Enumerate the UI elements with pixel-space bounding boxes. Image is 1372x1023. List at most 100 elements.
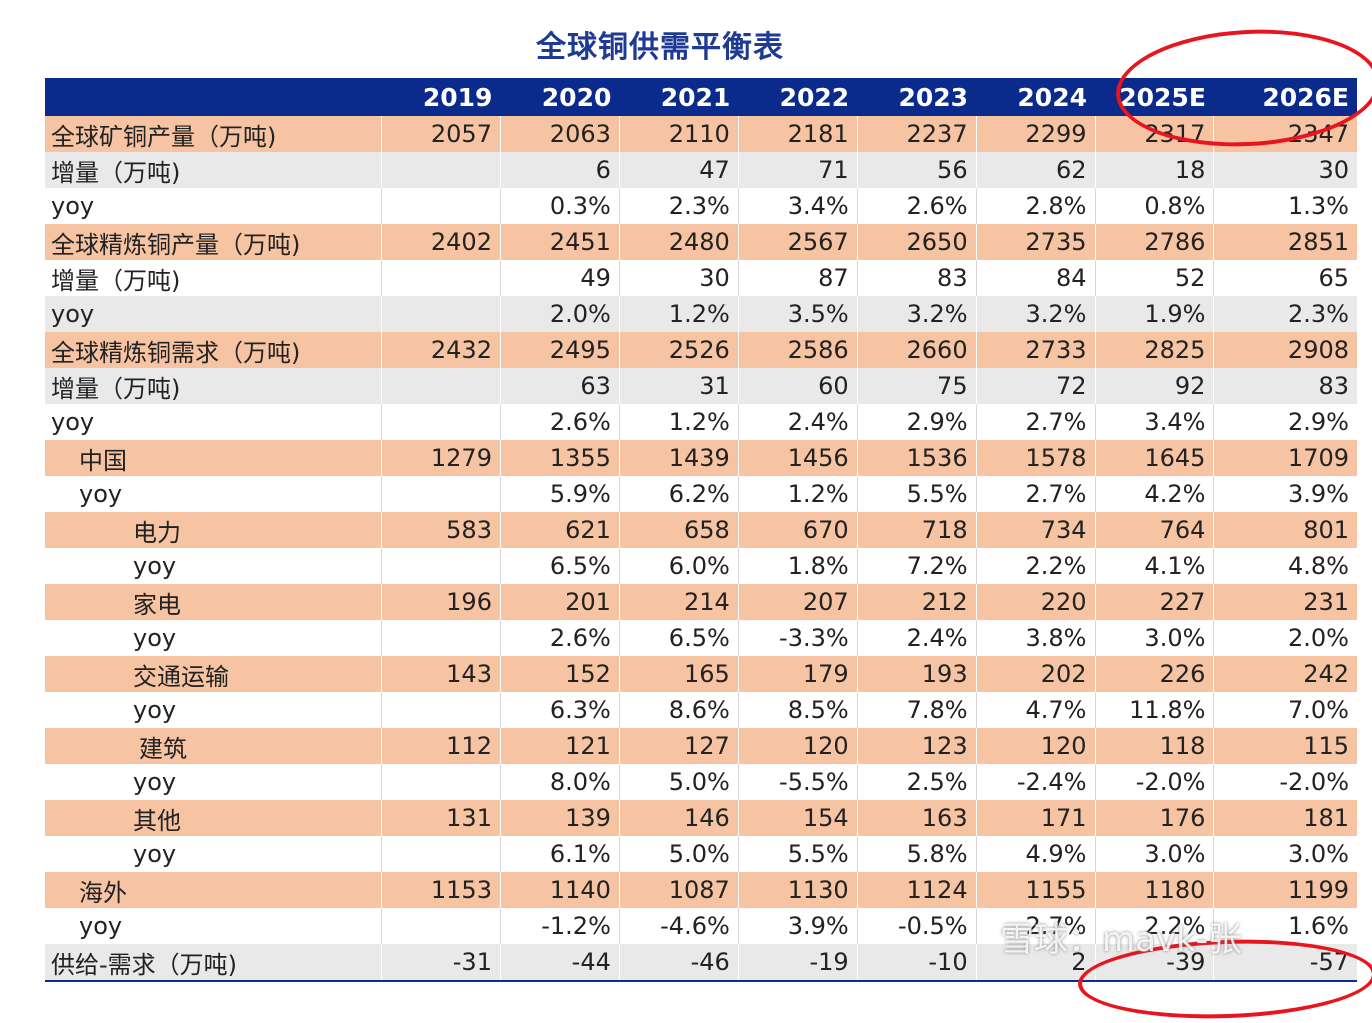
table-cell: 2 xyxy=(975,944,1095,982)
table-cell: 2.4% xyxy=(737,404,858,440)
table-cell: 1.2% xyxy=(618,404,739,440)
table-cell: -39 xyxy=(1094,944,1214,982)
header-year-2026E: 2026E xyxy=(1213,78,1357,116)
row-label: 中国 xyxy=(45,440,382,476)
table-cell: 5.5% xyxy=(856,476,977,512)
table-cell: 3.4% xyxy=(1094,404,1214,440)
table-cell: 6.3% xyxy=(499,692,620,728)
watermark: 雪球：mavk-张 xyxy=(1000,920,1243,960)
table-cell: 5.5% xyxy=(737,836,858,872)
table-cell: 1.8% xyxy=(737,548,858,584)
table-cell: 84 xyxy=(975,260,1095,296)
header-year-2024: 2024 xyxy=(976,78,1095,116)
table-cell: -5.5% xyxy=(737,764,858,800)
table-cell: 4.2% xyxy=(1094,476,1214,512)
table-row: yoy 6.1% 5.0% 5.5% 5.8% 4.9% 3.0% 3.0% xyxy=(45,836,1357,872)
table-cell: 202 xyxy=(975,656,1095,692)
table-title: 全球铜供需平衡表 xyxy=(536,30,784,65)
row-label: 供给-需求（万吨) xyxy=(45,944,382,982)
table-cell: 8.6% xyxy=(618,692,739,728)
table-cell: 1199 xyxy=(1213,872,1357,908)
table-row: yoy 2.6% 1.2% 2.4% 2.9% 2.7% 3.4% 2.9% xyxy=(45,404,1357,440)
table-cell: 207 xyxy=(737,584,858,620)
row-label: 全球精炼铜需求（万吨) xyxy=(45,332,382,368)
table-cell: 75 xyxy=(856,368,977,404)
table-cell: 30 xyxy=(1213,152,1357,188)
table-cell: 2.7% xyxy=(975,908,1095,944)
table-cell: 193 xyxy=(856,656,977,692)
row-label: 交通运输 xyxy=(45,656,382,692)
table-cell: 2851 xyxy=(1213,224,1357,260)
table-cell: 49 xyxy=(499,260,620,296)
table-cell: 143 xyxy=(381,656,501,692)
table-cell: 18 xyxy=(1094,152,1214,188)
table-cell: 2.7% xyxy=(975,404,1095,440)
row-label: yoy xyxy=(45,476,382,512)
table-cell: 6.5% xyxy=(618,620,739,656)
table-cell xyxy=(381,908,501,944)
table-cell: 171 xyxy=(975,800,1095,836)
table-cell: 1355 xyxy=(499,440,620,476)
row-label: 电力 xyxy=(45,512,382,548)
table-cell: 3.2% xyxy=(856,296,977,332)
table-cell: 30 xyxy=(618,260,739,296)
table-cell: 112 xyxy=(381,728,501,764)
table-row: yoy 6.5% 6.0% 1.8% 7.2% 2.2% 4.1% 4.8% xyxy=(45,548,1357,584)
table-cell: 801 xyxy=(1213,512,1357,548)
table-cell: 52 xyxy=(1094,260,1214,296)
table-cell: 1140 xyxy=(499,872,620,908)
table-cell: 1645 xyxy=(1094,440,1214,476)
table-cell: 8.0% xyxy=(499,764,620,800)
table-cell: 2057 xyxy=(381,116,501,152)
table-cell: 2586 xyxy=(737,332,858,368)
table-cell: 2.3% xyxy=(1213,296,1357,332)
table-cell: 5.0% xyxy=(618,764,739,800)
table-cell: 2.9% xyxy=(856,404,977,440)
table-cell: 2451 xyxy=(499,224,620,260)
table-cell xyxy=(381,476,501,512)
table-cell: 1536 xyxy=(856,440,977,476)
row-label: yoy xyxy=(45,188,382,224)
table-cell: 31 xyxy=(618,368,739,404)
row-label: yoy xyxy=(45,764,382,800)
table-row: 交通运输 143 152 165 179 193 202 226 242 xyxy=(45,656,1357,692)
table-row: yoy 0.3% 2.3% 3.4% 2.6% 2.8% 0.8% 1.3% xyxy=(45,188,1357,224)
table-cell: 11.8% xyxy=(1094,692,1214,728)
table-cell: -44 xyxy=(499,944,620,982)
table-cell: 2.7% xyxy=(975,476,1095,512)
table-cell: 71 xyxy=(737,152,858,188)
table-cell: 201 xyxy=(499,584,620,620)
table-cell: 670 xyxy=(737,512,858,548)
table-cell: 118 xyxy=(1094,728,1214,764)
table-cell: 2.0% xyxy=(1213,620,1357,656)
table-cell: 2317 xyxy=(1094,116,1214,152)
table-cell: 4.1% xyxy=(1094,548,1214,584)
table-cell: 60 xyxy=(737,368,858,404)
table-row: 中国 1279 1355 1439 1456 1536 1578 1645 1709 xyxy=(45,440,1357,476)
table-cell: 0.8% xyxy=(1094,188,1214,224)
table-cell xyxy=(381,260,501,296)
table-cell: 3.2% xyxy=(975,296,1095,332)
table-cell: 242 xyxy=(1213,656,1357,692)
table-cell: 92 xyxy=(1094,368,1214,404)
table-cell: 3.4% xyxy=(737,188,858,224)
table-cell: 83 xyxy=(856,260,977,296)
table-cell: 1124 xyxy=(856,872,977,908)
table-cell: 2.8% xyxy=(975,188,1095,224)
table-cell: 1155 xyxy=(975,872,1095,908)
table-body: 全球矿铜产量（万吨) 2057 2063 2110 2181 2237 2299 2317 23… xyxy=(45,116,1357,982)
table-row: 电力 583 621 658 670 718 734 764 801 xyxy=(45,512,1357,548)
table-cell: 3.0% xyxy=(1094,620,1214,656)
table-cell: -3.3% xyxy=(737,620,858,656)
table-row: yoy 2.6% 6.5% -3.3% 2.4% 3.8% 3.0% 2.0% xyxy=(45,620,1357,656)
table-cell: -57 xyxy=(1213,944,1357,982)
table-cell: 63 xyxy=(499,368,620,404)
row-label: yoy xyxy=(45,692,382,728)
table-cell: 718 xyxy=(856,512,977,548)
table-cell: 2733 xyxy=(975,332,1095,368)
table-cell: 2825 xyxy=(1094,332,1214,368)
table-cell: 2786 xyxy=(1094,224,1214,260)
table-cell: -2.4% xyxy=(975,764,1095,800)
row-label: yoy xyxy=(45,908,382,944)
table-cell: 220 xyxy=(975,584,1095,620)
